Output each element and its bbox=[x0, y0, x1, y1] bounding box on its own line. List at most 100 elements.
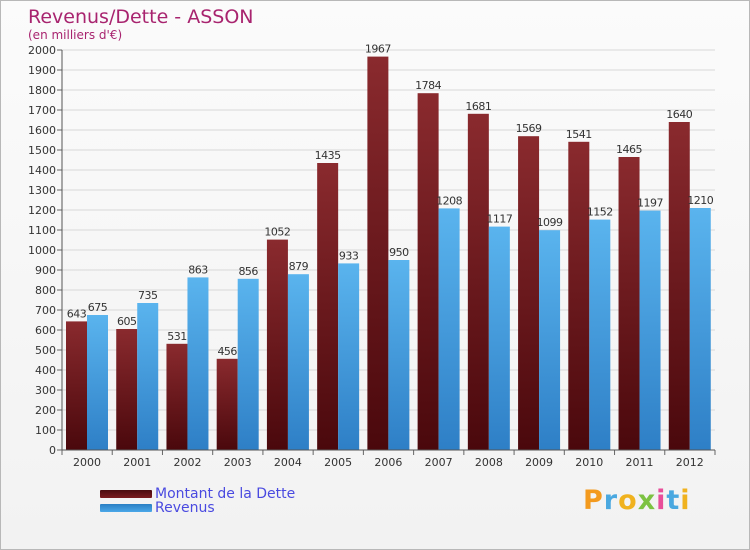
x-tick-label-2007: 2007 bbox=[425, 456, 453, 469]
bars bbox=[66, 56, 711, 451]
y-axis-ticks: 0 100 200 300 400 500 600 700 800 900 1000 1100 1200… bbox=[28, 44, 62, 457]
chart-subtitle: (en milliers d'€) bbox=[28, 28, 123, 42]
bar-dette-2002 bbox=[166, 343, 188, 450]
y-tick-label: 1100 bbox=[28, 224, 56, 237]
bar-dette-2000 bbox=[66, 321, 87, 450]
label-revenus-2005: 933 bbox=[339, 249, 359, 262]
bar-dette-2011 bbox=[618, 157, 640, 450]
bar-revenus-2010 bbox=[589, 219, 611, 450]
proxiti-logo: Proxiti bbox=[583, 485, 691, 516]
bar-revenus-2004 bbox=[287, 274, 309, 450]
label-revenus-2010: 1152 bbox=[587, 206, 613, 219]
y-tick-label: 1000 bbox=[28, 244, 56, 257]
bar-revenus-2011 bbox=[639, 210, 661, 450]
bar-dette-2001 bbox=[116, 329, 138, 450]
y-tick-label: 200 bbox=[35, 404, 56, 417]
bar-revenus-2000 bbox=[87, 315, 108, 450]
x-tick-label-2001: 2001 bbox=[123, 456, 151, 469]
logo-letter: i bbox=[656, 485, 667, 516]
label-revenus-2003: 856 bbox=[238, 265, 258, 278]
logo-letter: P bbox=[583, 485, 604, 516]
label-dette-2002: 531 bbox=[167, 330, 187, 343]
y-tick-label: 100 bbox=[35, 424, 56, 437]
bar-revenus-2006 bbox=[388, 260, 410, 450]
bar-dette-2010 bbox=[568, 141, 590, 451]
y-tick-label: 1700 bbox=[28, 104, 56, 117]
label-revenus-2007: 1208 bbox=[436, 194, 462, 207]
bar-dette-2005 bbox=[317, 163, 339, 450]
label-dette-2006: 1967 bbox=[365, 43, 391, 56]
label-dette-2011: 1465 bbox=[616, 143, 642, 156]
x-tick-label-2002: 2002 bbox=[173, 456, 201, 469]
label-dette-2008: 1681 bbox=[465, 100, 491, 113]
label-dette-2000: 643 bbox=[67, 307, 87, 320]
y-tick-label: 600 bbox=[35, 324, 56, 337]
x-tick-label-2010: 2010 bbox=[575, 456, 603, 469]
legend-item-revenus: Revenus bbox=[100, 500, 215, 516]
bar-revenus-2001 bbox=[137, 303, 159, 450]
label-revenus-2004: 879 bbox=[289, 260, 309, 273]
label-revenus-2000: 675 bbox=[88, 301, 108, 314]
label-dette-2009: 1569 bbox=[516, 122, 542, 135]
legend-swatch-dette bbox=[100, 489, 152, 498]
bar-revenus-2005 bbox=[338, 263, 360, 450]
x-tick-label-2005: 2005 bbox=[324, 456, 352, 469]
y-tick-label: 1200 bbox=[28, 204, 56, 217]
label-dette-2010: 1541 bbox=[566, 128, 592, 141]
x-tick-label-2003: 2003 bbox=[224, 456, 252, 469]
y-tick-label: 1800 bbox=[28, 84, 56, 97]
axes bbox=[61, 50, 715, 451]
y-tick-label: 500 bbox=[35, 344, 56, 357]
bar-dette-2007 bbox=[417, 93, 439, 450]
x-tick-label-2004: 2004 bbox=[274, 456, 302, 469]
bar-revenus-2009 bbox=[539, 230, 561, 450]
y-tick-label: 2000 bbox=[28, 44, 56, 57]
bar-dette-2003 bbox=[216, 358, 238, 450]
bar-revenus-2003 bbox=[237, 278, 259, 450]
y-tick-label: 1500 bbox=[28, 144, 56, 157]
x-tick-label-2008: 2008 bbox=[475, 456, 503, 469]
y-tick-label: 700 bbox=[35, 304, 56, 317]
label-revenus-2011: 1197 bbox=[637, 197, 663, 210]
label-dette-2007: 1784 bbox=[415, 79, 441, 92]
y-tick-label: 1900 bbox=[28, 64, 56, 77]
logo-letter: x bbox=[637, 485, 657, 516]
legend-swatch-revenus bbox=[100, 503, 152, 512]
logo-letter: t bbox=[666, 485, 681, 516]
label-dette-2003: 456 bbox=[217, 345, 237, 358]
x-tick-label-2009: 2009 bbox=[525, 456, 553, 469]
label-dette-2001: 605 bbox=[117, 315, 137, 328]
x-tick-label-2012: 2012 bbox=[676, 456, 704, 469]
legend-item-dette: Montant de la Dette bbox=[100, 485, 296, 502]
y-tick-label: 1400 bbox=[28, 164, 56, 177]
label-revenus-2002: 863 bbox=[188, 263, 208, 276]
bar-dette-2008 bbox=[467, 113, 489, 451]
bar-revenus-2008 bbox=[488, 226, 510, 450]
x-tick-label-2006: 2006 bbox=[374, 456, 402, 469]
bar-dette-2004 bbox=[266, 239, 288, 450]
bar-revenus-2002 bbox=[187, 277, 209, 450]
bar-revenus-2007 bbox=[438, 208, 460, 450]
x-tick-label-2011: 2011 bbox=[626, 456, 654, 469]
x-tick-label-2000: 2000 bbox=[73, 456, 101, 469]
logo-letter: r bbox=[603, 485, 619, 516]
bar-dette-2012 bbox=[668, 122, 690, 450]
logo-letter: o bbox=[618, 485, 638, 516]
y-tick-label: 1600 bbox=[28, 124, 56, 137]
chart-title: Revenus/Dette - ASSON bbox=[28, 6, 254, 28]
legend-label-dette: Montant de la Dette bbox=[155, 485, 296, 502]
y-tick-label: 900 bbox=[35, 264, 56, 277]
bar-dette-2006 bbox=[367, 56, 389, 450]
bar-revenus-2012 bbox=[689, 208, 711, 450]
y-tick-label: 1300 bbox=[28, 184, 56, 197]
label-revenus-2012: 1210 bbox=[687, 194, 713, 207]
x-axis-ticks: 2000 2001 2002 2003 2004 2005 2006 2007 2008 2009… bbox=[61, 450, 716, 469]
y-tick-label: 400 bbox=[35, 364, 56, 377]
label-revenus-2008: 1117 bbox=[486, 213, 512, 226]
label-dette-2005: 1435 bbox=[315, 149, 341, 162]
label-revenus-2009: 1099 bbox=[537, 216, 563, 229]
label-revenus-2006: 950 bbox=[389, 246, 409, 259]
label-dette-2004: 1052 bbox=[264, 226, 290, 239]
